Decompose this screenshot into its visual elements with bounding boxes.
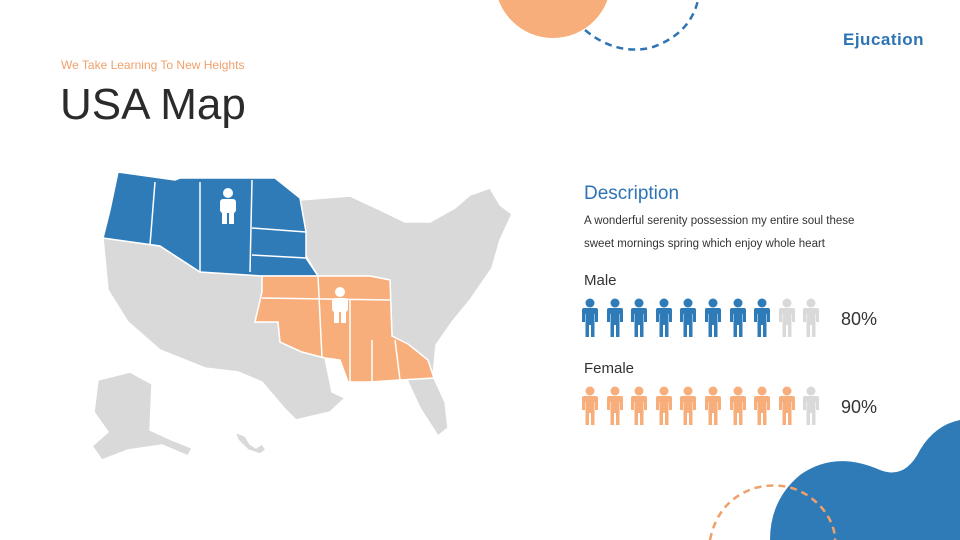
description-heading: Description (584, 183, 680, 204)
logo: Ejucation (843, 30, 925, 49)
person-icon (754, 298, 771, 337)
map-state-lines (149, 179, 401, 382)
person-icon (729, 386, 746, 425)
top-orange-circle (498, 0, 608, 38)
person-icon (680, 386, 697, 425)
person-icon (655, 298, 672, 337)
top-dashed-arc (584, 0, 700, 51)
male-percent: 80% (841, 309, 878, 329)
map-blue-states (102, 171, 320, 277)
female-percent: 90% (841, 397, 878, 417)
person-icon (631, 298, 648, 337)
person-icon (680, 298, 697, 337)
map-orange-person-icon (332, 287, 348, 323)
person-icon (606, 386, 623, 425)
person-icon (582, 386, 598, 425)
male-label: Male (584, 272, 617, 289)
male-icons (580, 298, 821, 338)
person-icon (704, 298, 721, 337)
description-text: A wonderful serenity possession my entir… (584, 215, 855, 250)
map-hawaii (233, 430, 268, 455)
female-label: Female (584, 360, 635, 377)
map-pin-person-icon (220, 188, 236, 224)
person-icon (778, 386, 795, 425)
person-icon (803, 298, 820, 337)
map-orange-states (254, 275, 436, 383)
person-icon (754, 386, 771, 425)
bottom-blue-blob (770, 420, 960, 540)
person-icon (655, 386, 672, 425)
tagline: We Take Learning To New Heights (61, 58, 245, 72)
person-icon (704, 386, 721, 425)
female-icons (580, 386, 821, 426)
map-alaska (90, 371, 194, 461)
person-icon (778, 298, 795, 337)
page-title: USA Map (60, 80, 246, 129)
person-icon (729, 298, 746, 337)
person-icon (803, 386, 820, 425)
person-icon (631, 386, 648, 425)
person-icon (582, 298, 598, 337)
person-icon (606, 298, 623, 337)
